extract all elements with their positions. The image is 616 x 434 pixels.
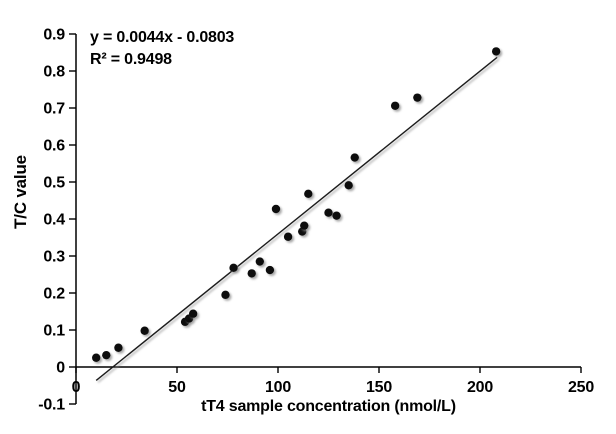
y-tick-label: 0.5 <box>43 175 65 192</box>
data-point <box>300 221 309 230</box>
data-point <box>390 101 400 110</box>
y-axis-title: T/C value <box>11 155 30 229</box>
x-tick-label: 250 <box>568 379 594 396</box>
data-point <box>344 181 353 190</box>
data-point <box>221 290 230 300</box>
x-tick-label: 150 <box>366 379 392 396</box>
data-point <box>247 269 256 278</box>
y-tick-label: 0.3 <box>43 249 65 266</box>
y-tick-label: 0.8 <box>43 64 65 81</box>
y-tick-label: 0 <box>56 360 65 377</box>
data-point <box>491 47 501 56</box>
x-tick-label: 200 <box>467 379 493 396</box>
r-squared-value: R² = 0.9498 <box>90 51 172 68</box>
y-tick-label: 0.6 <box>43 138 65 155</box>
data-point <box>229 263 238 273</box>
data-point <box>265 265 275 275</box>
data-point <box>188 309 198 318</box>
trendline-annotation: y = 0.0044x - 0.0803 R² = 0.9498 <box>90 27 234 71</box>
y-tick-label: 0.1 <box>43 323 65 340</box>
x-axis-title: tT4 sample concentration (nmol/L) <box>201 398 456 415</box>
x-tick-label: 0 <box>72 379 81 396</box>
data-point <box>304 189 313 199</box>
data-point <box>350 153 359 162</box>
trend-line <box>95 56 498 381</box>
data-point <box>271 204 281 214</box>
data-point <box>255 257 265 266</box>
y-tick-label: 0.4 <box>43 212 65 229</box>
y-tick-label: 0.9 <box>43 27 65 44</box>
y-tick-label: -0.1 <box>38 397 65 414</box>
y-tick-label: 0.2 <box>43 286 65 303</box>
trendline-equation: y = 0.0044x - 0.0803 <box>90 29 235 46</box>
data-point <box>283 232 293 241</box>
y-tick-label: 0.7 <box>43 101 65 118</box>
data-point <box>114 343 123 352</box>
data-point <box>413 93 422 102</box>
x-tick-label: 100 <box>265 379 291 396</box>
x-tick-label: 50 <box>168 379 186 396</box>
data-point <box>324 208 333 217</box>
data-point <box>102 350 111 360</box>
data-point <box>332 211 341 220</box>
data-point <box>140 326 149 335</box>
data-point <box>92 353 101 362</box>
